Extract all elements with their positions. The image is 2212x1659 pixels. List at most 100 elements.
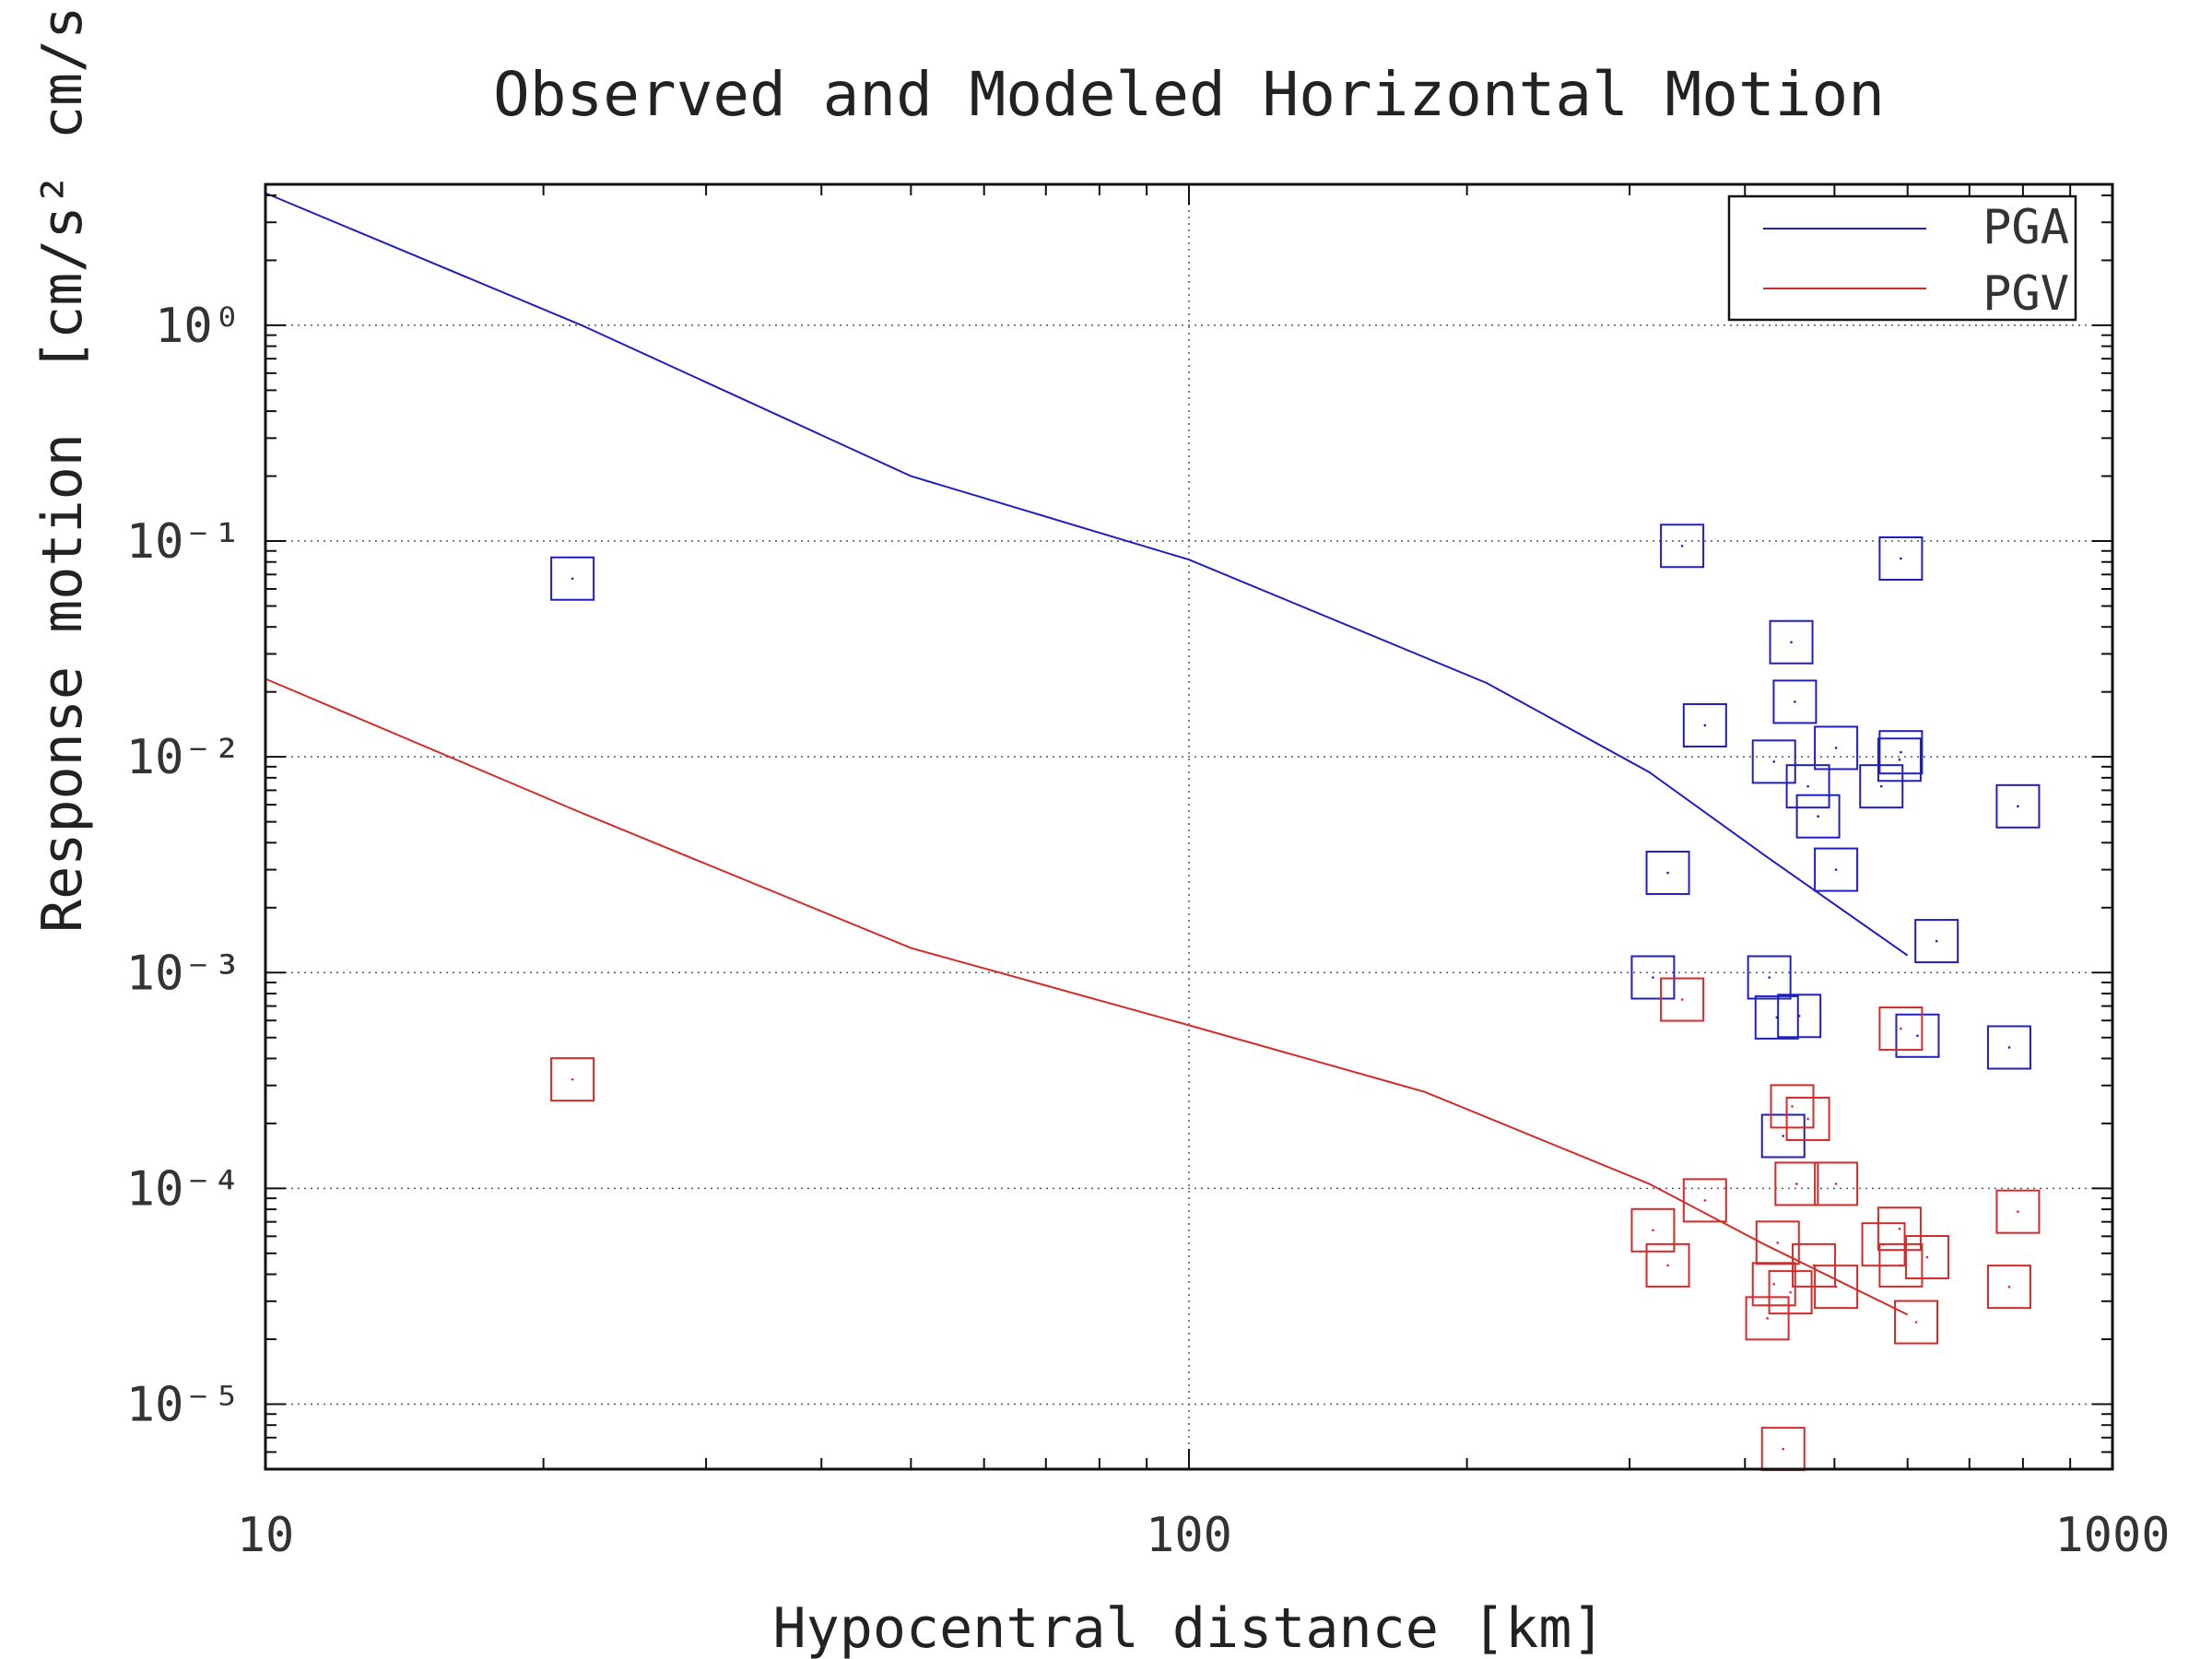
pgv-observed-point [1904,1235,1949,1280]
pga-observed-point [1914,919,1959,964]
pga-observed-dot [1834,747,1838,749]
observed-points [550,524,2041,1472]
pgv-observed-point [550,1057,595,1102]
grid [265,184,2112,1469]
pgv-observed-point [1682,1178,1727,1223]
pgv-observed-dot [1834,1285,1838,1288]
pga-observed-point [1777,994,1822,1039]
pga-observed-dot [1898,758,1901,761]
pgv-observed-dot [1766,1317,1769,1320]
pga-observed-dot [2017,805,2019,808]
pgv-model-line [265,677,1909,1316]
chart-title: Observed and Modeled Horizontal Motion [493,59,1885,130]
pga-observed-dot [1879,784,1883,788]
pga-observed-point [1769,619,1814,665]
y-axis-label-units: [cm/s² cm/s] [30,0,95,372]
pga-observed-point [1682,702,1727,747]
pga-observed-dot [1652,976,1654,979]
y-tick-label: 10⁻⁵ [126,1378,241,1433]
pga-observed-dot [1834,868,1838,871]
pga-observed-point [1751,739,1796,784]
y-axis-label: Response motion [cm/s² cm/s] [30,0,95,933]
pgv-observed-dot [1652,1229,1654,1232]
pga-observed-dot [1794,700,1796,703]
pgv-observed-point [1877,1206,1922,1252]
pga-observed-point [1747,955,1792,1000]
pga-model-line [265,192,1909,957]
pga-observed-point [1814,847,1859,892]
pga-observed-dot [1935,939,1938,943]
pga-observed-dot [1916,1034,1919,1038]
pga-observed-dot [1768,976,1771,979]
pgv-observed-dot [1834,1182,1838,1185]
pgv-observed-dot [2007,1285,2011,1288]
pga-observed-dot [1817,815,1819,818]
pgv-observed-dot [1898,1227,1901,1230]
pgv-observed-point [1878,1242,1924,1288]
legend-box [1727,194,2077,322]
pga-observed-point [1995,783,2041,829]
pgv-observed-point [1770,1084,1815,1129]
tick-marks [265,184,2112,1469]
pga-observed-dot [1797,1014,1801,1018]
pgv-observed-point [1630,1207,1676,1253]
pgv-observed-point [1814,1161,1859,1206]
pga-observed-dot [1790,641,1793,644]
pga-observed-point [1660,524,1705,569]
pgv-observed-dot [1925,1255,1929,1259]
pgv-observed-point [1995,1189,2041,1234]
pga-observed-dot [1900,557,1902,560]
legend-pga-label: PGA [1983,200,2069,255]
pgv-observed-dot [1782,1447,1785,1451]
pgv-observed-dot [1791,1105,1794,1108]
x-tick-label: 1000 [2054,1508,2170,1563]
pgv-observed-point [1986,1265,2031,1310]
pgv-observed-point [1745,1296,1790,1341]
pga-observed-point [1877,737,1922,782]
pga-observed-point [1895,1013,1940,1058]
pgv-observed-dot [1914,1321,1918,1324]
legend: PGA PGV [1727,194,2077,322]
pga-observed-dot [1782,1135,1785,1137]
pgv-observed-point [1751,1262,1796,1307]
pga-observed-point [1878,535,1924,581]
pga-observed-point [1986,1025,2031,1070]
pgv-observed-point [1660,977,1705,1022]
pgv-observed-dot [1680,998,1684,1001]
pgv-observed-dot [1806,1117,1809,1121]
y-tick-label: 10⁻² [126,730,241,785]
pgv-observed-point [1814,1265,1859,1310]
pga-observed-dot [1666,871,1669,875]
pgv-observed-point [1645,1242,1690,1288]
pgv-observed-dot [1776,1241,1780,1244]
pgv-observed-point [1768,1270,1813,1315]
y-tick-label: 10⁻³ [126,946,241,1001]
pgv-observed-point [1774,1161,1819,1206]
pga-observed-point [1814,725,1859,771]
model-curves [265,192,1909,1316]
pgv-observed-point [1878,1006,1924,1052]
pgv-observed-point [1785,1096,1830,1141]
y-tick-labels: 10⁰ 10⁻¹ 10⁻² 10⁻³ 10⁻⁴ 10⁻⁵ [126,299,241,1433]
pga-observed-point [1645,851,1690,896]
pgv-observed-dot [1666,1264,1669,1267]
x-tick-labels: 10 100 1000 [237,1508,2171,1563]
x-tick-label: 10 [237,1508,295,1563]
pga-observed-dot [2007,1046,2011,1049]
pga-observed-point [1760,1113,1806,1159]
pgv-observed-dot [1795,1182,1798,1185]
pgv-observed-dot [1900,1264,1902,1267]
pga-observed-dot [571,577,574,581]
y-tick-label: 10⁻⁴ [126,1161,241,1217]
pga-observed-point [1630,955,1676,1000]
x-axis-label: Hypocentral distance [km] [772,1596,1605,1659]
pga-observed-dot [1772,760,1776,763]
y-axis-label-main: Response motion [30,433,95,933]
pgv-observed-dot [1789,1290,1792,1294]
y-tick-label: 10⁰ [155,299,241,354]
pgv-observed-dot [1772,1282,1776,1286]
pga-observed-point [1859,764,1904,809]
pgv-observed-dot [1900,1027,1902,1030]
pga-observed-point [1795,794,1841,839]
